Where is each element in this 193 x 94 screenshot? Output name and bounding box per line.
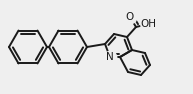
Text: O: O (126, 12, 134, 22)
Text: N: N (106, 52, 114, 62)
Text: OH: OH (140, 19, 156, 29)
